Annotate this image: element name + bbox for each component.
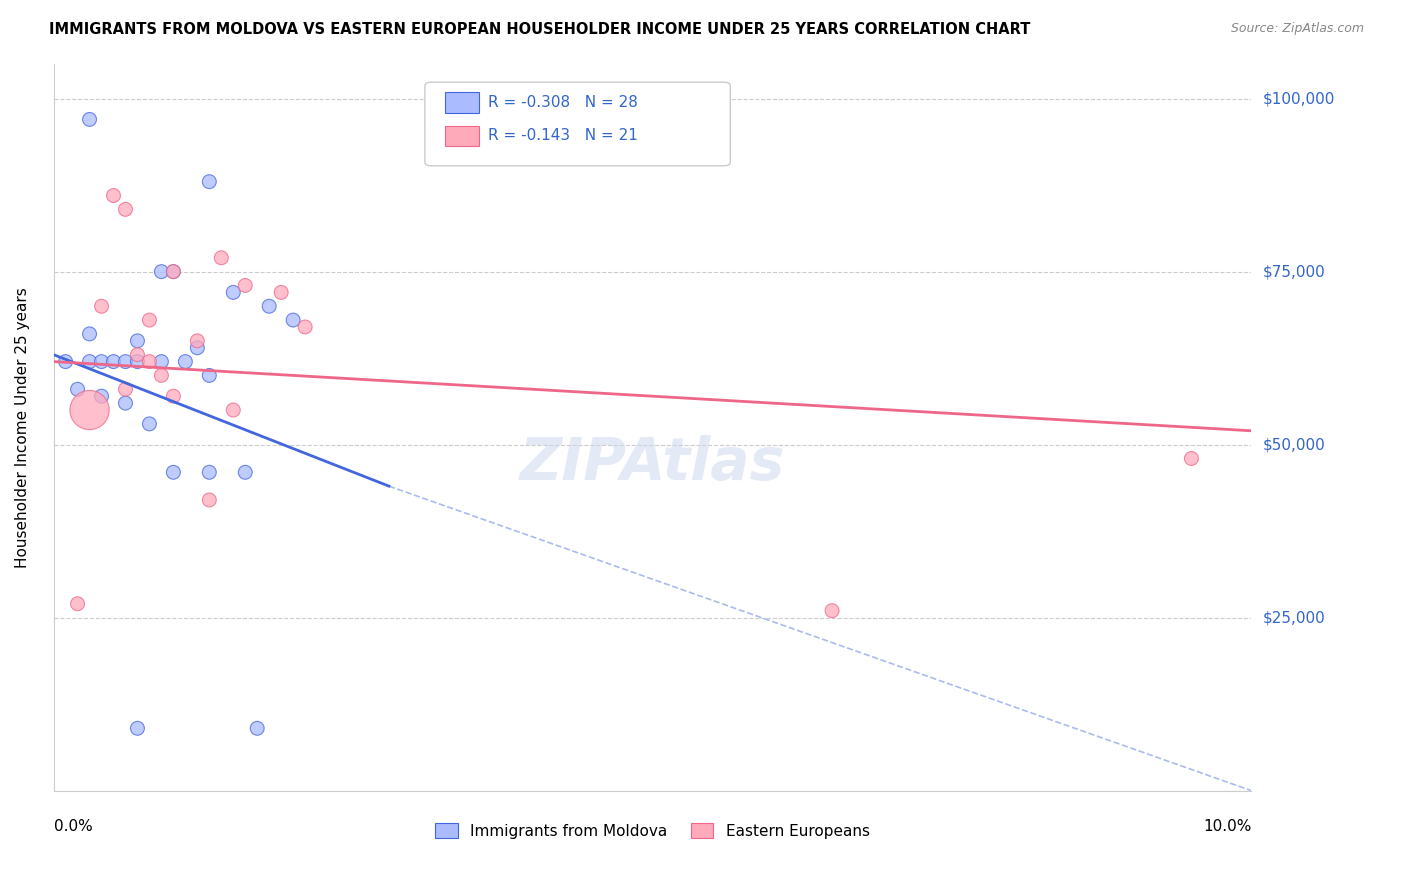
Point [186, 341, 208, 355]
Point [233, 278, 256, 293]
Point [222, 403, 245, 417]
Point [103, 188, 125, 202]
Point [103, 354, 125, 368]
Point [198, 493, 221, 508]
Text: $50,000: $50,000 [1263, 437, 1324, 452]
Point [198, 175, 221, 189]
Point [150, 265, 173, 279]
Point [138, 354, 160, 368]
Point [162, 265, 184, 279]
Point [90, 299, 112, 313]
FancyBboxPatch shape [446, 126, 479, 146]
Point [79, 326, 101, 341]
Text: Source: ZipAtlas.com: Source: ZipAtlas.com [1230, 22, 1364, 36]
Point [281, 313, 304, 327]
Point [1180, 451, 1202, 466]
Point [198, 465, 221, 479]
Text: ZIPAtlas: ZIPAtlas [520, 435, 785, 492]
Point [162, 389, 184, 403]
Point [270, 285, 292, 300]
Text: IMMIGRANTS FROM MOLDOVA VS EASTERN EUROPEAN HOUSEHOLDER INCOME UNDER 25 YEARS CO: IMMIGRANTS FROM MOLDOVA VS EASTERN EUROP… [49, 22, 1031, 37]
Text: R = -0.143   N = 21: R = -0.143 N = 21 [488, 128, 638, 144]
Point [114, 382, 136, 396]
Text: R = -0.308   N = 28: R = -0.308 N = 28 [488, 95, 638, 110]
Text: $75,000: $75,000 [1263, 264, 1324, 279]
Point [150, 354, 173, 368]
Point [90, 389, 112, 403]
Text: $100,000: $100,000 [1263, 91, 1334, 106]
Point [150, 368, 173, 383]
Text: $25,000: $25,000 [1263, 610, 1324, 625]
Point [821, 604, 844, 618]
Point [257, 299, 280, 313]
Point [127, 354, 149, 368]
Text: 10.0%: 10.0% [1204, 819, 1251, 833]
Point [138, 313, 160, 327]
Point [198, 368, 221, 383]
Point [114, 396, 136, 410]
Legend: Immigrants from Moldova, Eastern Europeans: Immigrants from Moldova, Eastern Europea… [429, 816, 876, 845]
FancyBboxPatch shape [425, 82, 730, 166]
Point [66, 382, 89, 396]
Point [246, 721, 269, 735]
Point [222, 285, 245, 300]
Point [294, 320, 316, 334]
Point [162, 465, 184, 479]
Y-axis label: Householder Income Under 25 years: Householder Income Under 25 years [15, 287, 30, 567]
Point [55, 354, 77, 368]
Point [90, 354, 112, 368]
Point [79, 112, 101, 127]
Point [79, 403, 101, 417]
Point [127, 721, 149, 735]
Point [114, 202, 136, 217]
Point [66, 597, 89, 611]
Point [162, 265, 184, 279]
Point [138, 417, 160, 431]
Point [186, 334, 208, 348]
Point [79, 354, 101, 368]
FancyBboxPatch shape [446, 93, 479, 112]
Point [233, 465, 256, 479]
Point [114, 354, 136, 368]
Point [174, 354, 197, 368]
Point [127, 348, 149, 362]
Text: 0.0%: 0.0% [53, 819, 93, 833]
Point [127, 334, 149, 348]
Point [209, 251, 232, 265]
